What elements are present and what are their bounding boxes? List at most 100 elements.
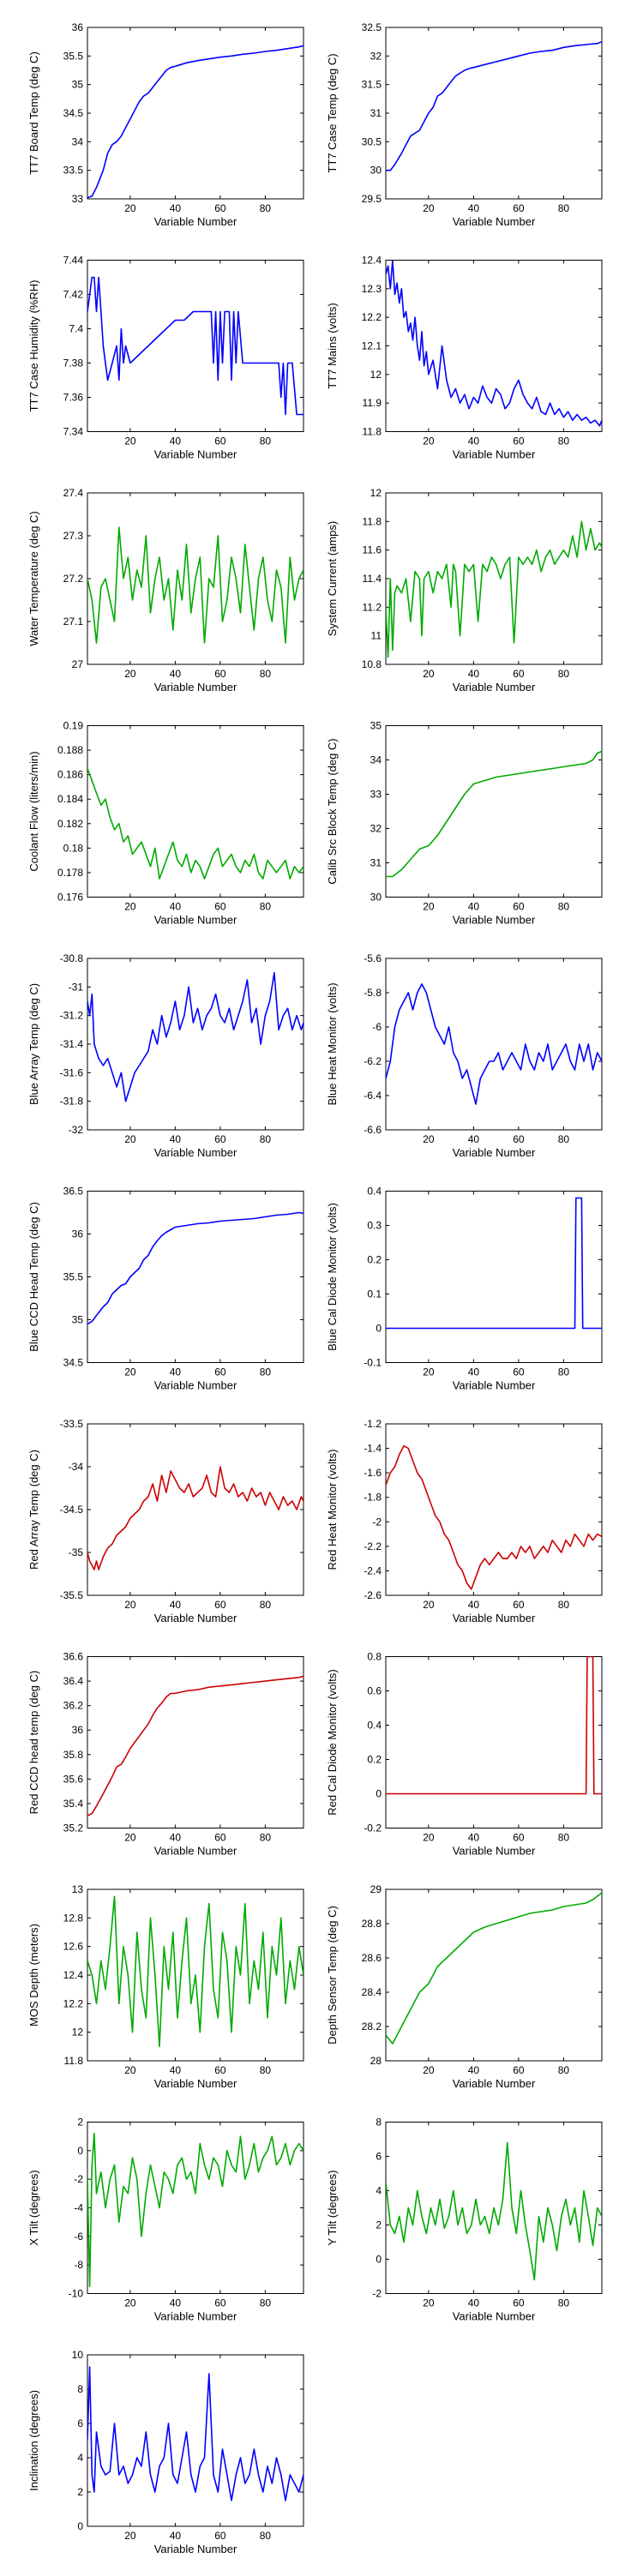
chart-panel-21: 0 2 4 6 8 10 20 40 60 80 Variable Number Inclinatio… [27,2349,304,2555]
y-tick-label: 36.5 [63,1186,84,1198]
y-tick-label: 33.5 [63,165,84,177]
y-tick-label: -1.2 [364,1418,382,1430]
chart-panel-18: 28 28.2 28.4 28.6 28.8 29 20 40 60 80 Variable Num… [326,1883,603,2090]
y-tick-label: 12.8 [63,1912,84,1924]
x-tick-label: 60 [513,1832,525,1844]
x-tick-label: 20 [124,1599,136,1611]
chart-panel-11: 34.5 35 35.5 36 36.5 20 40 60 80 Variable Number B… [27,1186,304,1392]
x-axis-label: Variable Number [154,448,237,461]
y-tick-label: 27.4 [63,487,84,499]
chart-panel-2: 29.5 30 30.5 31 31.5 32 32.5 20 40 60 80 Variable N… [326,21,603,228]
y-tick-label: 4 [77,2452,83,2464]
y-tick-label: -2.4 [364,1564,382,1576]
series-line [87,971,303,1102]
x-axis-label: Variable Number [453,215,536,228]
y-tick-label: 7.34 [63,426,84,438]
x-tick-label: 40 [468,2064,480,2076]
chart-panel-14: -2.6 -2.4 -2.2 -2 -1.8 -1.6 -1.4 -1.2 20 40 60 80 Va… [326,1418,603,1624]
y-tick-label: 30 [370,892,382,904]
x-tick-label: 40 [170,668,182,680]
y-tick-label: -6.6 [364,1124,382,1136]
y-axis-label: TT7 Board Temp (deg C) [27,51,40,175]
y-tick-label: 0 [376,1323,382,1335]
x-tick-label: 20 [124,2530,136,2542]
x-tick-label: 80 [558,2064,570,2076]
x-tick-label: 80 [558,901,570,913]
chart-panel-17: 11.8 12 12.2 12.4 12.6 12.8 13 20 40 60 80 Variable… [27,1883,304,2090]
x-tick-label: 40 [170,2297,182,2309]
y-tick-label: 8 [77,2383,83,2395]
x-axis-label: Variable Number [453,681,536,694]
y-tick-label: 35 [370,720,382,732]
x-tick-label: 60 [513,2064,525,2076]
y-tick-label: -2 [372,1516,382,1528]
y-tick-label: -0.2 [364,1822,382,1834]
y-axis-label: X Tilt (degrees) [27,2170,40,2245]
y-tick-label: 7.42 [63,289,84,301]
series-line [87,1466,303,1570]
series-line [386,1892,602,2045]
plot-frame [87,2122,304,2294]
y-axis-label: Calib Src Block Temp (deg C) [326,738,339,884]
x-tick-label: 80 [260,2530,272,2542]
x-tick-label: 60 [214,435,226,447]
series-line [386,983,602,1105]
y-tick-label: 11.6 [363,544,382,556]
x-tick-label: 80 [558,202,570,214]
plot-frame [87,725,304,898]
y-tick-label: 36 [72,21,84,33]
y-tick-label: 6 [376,2151,382,2163]
y-tick-label: 29 [370,1883,382,1895]
y-tick-label: 0.188 [57,744,83,756]
y-tick-label: 7.4 [69,323,83,335]
y-tick-label: 10 [72,2349,84,2361]
y-tick-label: 0.178 [57,867,83,879]
y-axis-label: Y Tilt (degrees) [326,2171,339,2246]
x-axis-label: Variable Number [154,1845,237,1858]
y-tick-label: -6 [74,2231,83,2243]
y-axis-label: TT7 Mains (volts) [326,303,339,388]
x-tick-label: 80 [260,1832,272,1844]
x-tick-label: 60 [513,1133,525,1145]
y-tick-label: 12 [72,2027,84,2039]
y-tick-label: -1.4 [364,1443,382,1455]
plot-frame [87,1656,304,1828]
x-tick-label: 20 [423,1366,435,1378]
y-tick-label: -8 [74,2259,83,2271]
x-tick-label: 80 [558,1832,570,1844]
y-tick-label: 31 [370,107,382,119]
y-axis-label: Blue Heat Monitor (volts) [326,982,339,1105]
series-line [87,276,303,416]
y-tick-label: 10.8 [362,658,382,670]
y-axis-label: Inclination (degrees) [27,2390,40,2491]
x-tick-label: 20 [124,2064,136,2076]
y-tick-label: 36 [72,1724,84,1736]
y-tick-label: 11.2 [363,601,382,613]
y-tick-label: -5.8 [364,987,382,999]
x-axis-label: Variable Number [154,2310,237,2323]
y-axis-label: Red Array Temp (deg C) [27,1450,40,1570]
y-axis-label: MOS Depth (meters) [27,1924,40,2027]
y-tick-label: 35.6 [63,1773,84,1785]
x-tick-label: 80 [558,1366,570,1378]
y-tick-label: 35.8 [63,1749,84,1761]
y-tick-label: -10 [69,2288,84,2300]
x-tick-label: 40 [468,668,480,680]
y-tick-label: 36.6 [63,1651,84,1663]
x-tick-label: 80 [558,668,570,680]
x-tick-label: 20 [124,901,136,913]
y-tick-label: 11.9 [363,397,382,409]
series-line [386,520,602,658]
chart-panel-12: -0.1 0 0.1 0.2 0.3 0.4 20 40 60 80 Variable Number… [326,1186,603,1392]
plot-frame [385,725,603,898]
plot-frame [385,492,603,665]
y-tick-label: 27.3 [63,530,84,542]
chart-panel-19: -10 -8 -6 -4 -2 0 2 20 40 60 80 Variable Number X Ti… [27,2117,304,2323]
y-tick-label: -2.6 [364,1589,382,1601]
y-tick-label: 27 [72,658,84,670]
x-axis-label: Variable Number [453,1845,536,1858]
plot-frame [385,1656,603,1828]
x-tick-label: 60 [214,2530,226,2542]
y-tick-label: 12 [370,487,382,499]
x-axis-label: Variable Number [154,681,237,694]
